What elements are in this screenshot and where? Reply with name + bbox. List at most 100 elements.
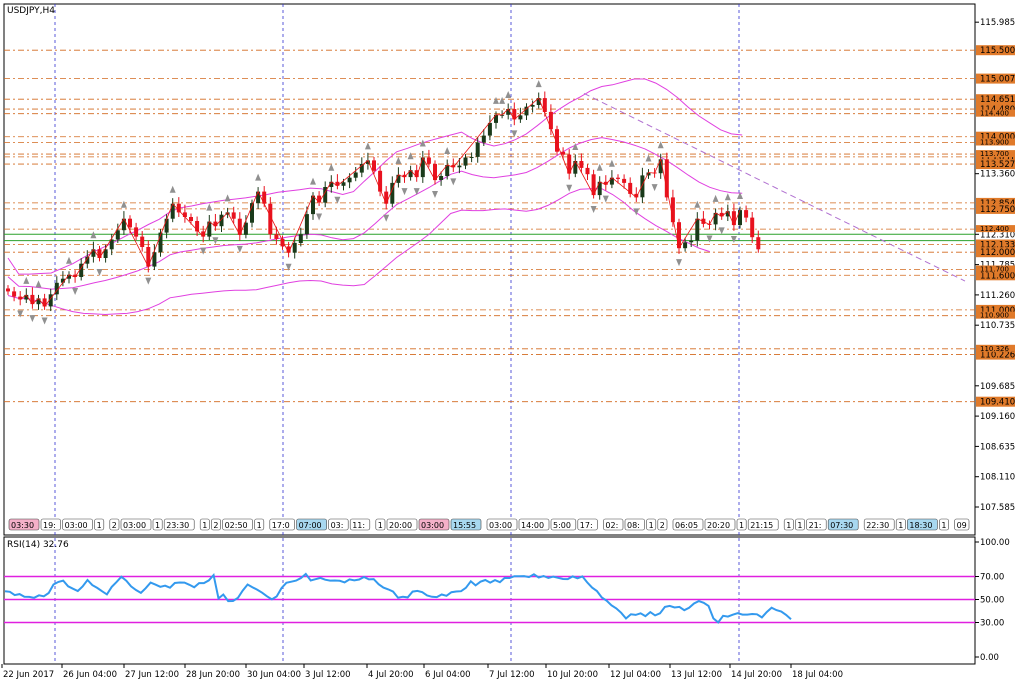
time-tag-box — [222, 518, 253, 531]
overlay-layer — [17, 80, 966, 325]
price-axis-tick-label: 108.635 — [980, 442, 1015, 452]
price-tag-label: 111.000 — [980, 306, 1015, 316]
time-axis-tick-label: 4 Jul 20:00 — [368, 670, 414, 680]
bull-candle — [115, 230, 120, 240]
bear-candle — [426, 157, 431, 164]
price-tag-box-partial — [976, 109, 1015, 117]
fractal-down-arrow — [450, 178, 457, 186]
time-tag-label: 1 — [378, 521, 383, 530]
fractal-up-arrow — [572, 142, 579, 150]
bear-candle — [134, 227, 139, 237]
price-tag-label: 111.600 — [980, 271, 1015, 281]
fractal-down-arrow — [676, 259, 682, 267]
fractal-up-arrow — [328, 163, 335, 171]
time-tag-label: 19: — [43, 521, 56, 530]
price-tag-box-partial — [976, 225, 1015, 233]
time-tag-box — [418, 518, 450, 531]
price-axis-tick-label: 113.360 — [980, 170, 1015, 180]
time-tag-box — [624, 518, 645, 531]
time-tag-label: 03:00 — [65, 521, 88, 530]
fractal-up-arrow — [712, 194, 719, 202]
bear-candle — [18, 296, 23, 300]
bear-candle — [237, 218, 242, 235]
bull-candle — [67, 274, 71, 279]
bear-candle — [262, 191, 267, 204]
bull-candle — [170, 203, 175, 219]
fractal-up-arrow — [596, 163, 603, 171]
bear-candle — [664, 159, 669, 198]
time-tag-box — [109, 518, 120, 531]
time-tag-label: 1 — [202, 521, 207, 530]
price-tag-box — [976, 349, 1015, 360]
fractal-down-arrow — [413, 188, 420, 196]
time-tag-box — [120, 518, 152, 531]
fractal-down-arrow — [29, 315, 36, 323]
time-tag-box — [736, 518, 747, 531]
bull-candle — [311, 195, 315, 215]
bear-candle — [414, 170, 419, 178]
price-axis-tick-label: 111.260 — [980, 291, 1015, 301]
time-tag-label: 03:30 — [11, 521, 34, 530]
time-tag-box — [603, 518, 624, 531]
fractal-up-arrow — [657, 141, 664, 149]
descending-trendline — [583, 93, 966, 282]
bull-candle — [658, 159, 663, 174]
bull-candle — [250, 203, 254, 223]
bull-candle — [469, 157, 474, 158]
price-tag-box-partial — [976, 265, 1015, 273]
bull-candle — [121, 218, 126, 231]
time-tag-box — [269, 518, 295, 531]
bear-candle — [128, 218, 132, 228]
bear-candle — [231, 212, 236, 219]
time-tag-box — [577, 518, 598, 531]
time-tag-box — [386, 518, 418, 531]
time-axis-tick-label: 12 Jul 04:00 — [610, 670, 661, 680]
fractal-up-arrow — [419, 139, 426, 147]
time-axis-tick-label: 3 Jul 12:00 — [305, 670, 351, 680]
price-tag-label-partial: 110.326 — [980, 345, 1009, 353]
fractal-up-arrow — [694, 200, 701, 208]
fractal-up-arrow — [310, 177, 316, 185]
price-tag-label: 114.000 — [980, 133, 1015, 143]
fractal-up-arrow — [724, 193, 731, 201]
bear-candle — [6, 288, 10, 292]
zigzag-line — [19, 97, 741, 308]
fractal-down-arrow — [432, 191, 438, 199]
bull-candle — [353, 172, 358, 178]
bear-candle — [30, 294, 35, 305]
bear-candle — [268, 203, 273, 235]
rsi-line — [4, 572, 792, 624]
bear-candle — [402, 174, 407, 178]
bull-candle — [646, 172, 651, 176]
time-tag-label: 21:15 — [750, 521, 773, 530]
bull-candle — [109, 239, 114, 250]
time-tag-box — [939, 518, 949, 531]
bear-candle — [195, 221, 200, 232]
fractal-down-arrow — [200, 247, 207, 255]
time-tag-label: 06:05 — [675, 521, 698, 530]
time-axis-tick-label: 18 Jul 04:00 — [792, 670, 843, 680]
fractal-up-arrow — [535, 80, 542, 88]
fractal-down-arrow — [566, 184, 573, 192]
price-tag-box — [976, 270, 1015, 281]
time-tag-label: 1 — [797, 521, 802, 530]
rsi-panel-frame[interactable] — [3, 536, 976, 665]
bull-candle — [536, 98, 541, 105]
price-axis-tick-label: 109.160 — [980, 412, 1015, 422]
fractal-up-arrow — [224, 194, 231, 202]
time-tag-label: 22:30 — [866, 521, 889, 530]
time-tag-label: 1 — [941, 521, 946, 530]
price-tag-box — [976, 159, 1015, 170]
bull-candle — [713, 212, 718, 225]
time-axis-tick-label: 10 Jul 20:00 — [547, 670, 598, 680]
bear-candle — [42, 298, 47, 307]
price-tag-box — [976, 45, 1015, 56]
bull-candle — [329, 181, 334, 187]
bear-candle — [744, 210, 749, 218]
time-tag-label: 03: — [331, 521, 344, 530]
bull-candle — [36, 298, 41, 305]
bear-candle — [603, 181, 608, 185]
bear-candle — [634, 193, 639, 198]
